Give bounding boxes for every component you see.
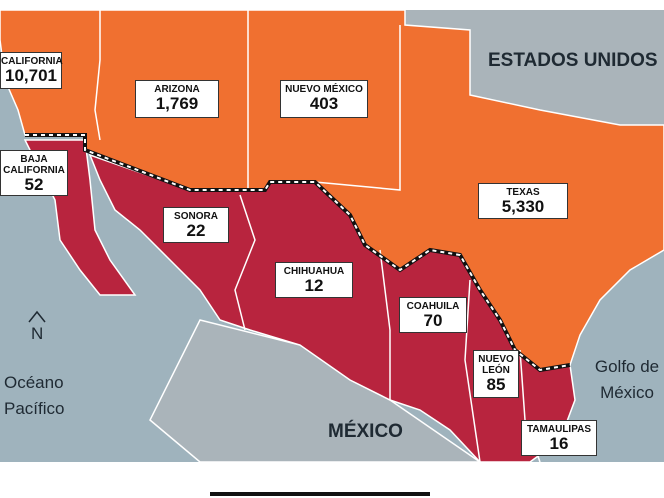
region-name: BAJA CALIFORNIA bbox=[3, 154, 65, 176]
ocean-label: Océano Pacífico bbox=[4, 373, 65, 418]
north-arrow bbox=[28, 310, 46, 323]
region-name: COAHUILA bbox=[406, 301, 460, 312]
region-label: NUEVO MÉXICO 403 bbox=[280, 80, 368, 118]
gulf-label: Golfo de México bbox=[594, 357, 660, 402]
gray-land-north bbox=[405, 10, 664, 125]
region-name: TAMAULIPAS bbox=[526, 424, 592, 435]
region-value: 10,701 bbox=[5, 66, 57, 85]
region-label: NUEVO LEÓN 85 bbox=[473, 350, 519, 398]
region-label: COAHUILA 70 bbox=[399, 297, 467, 333]
region-name: CALIFORNIA bbox=[1, 56, 63, 67]
region-label: CALIFORNIA 10,701 bbox=[0, 52, 63, 89]
region-label: TAMAULIPAS 16 bbox=[521, 420, 597, 456]
region-name: CHIHUAHUA bbox=[283, 266, 345, 277]
home-indicator bbox=[210, 492, 430, 496]
region-label: BAJA CALIFORNIA 52 bbox=[0, 150, 68, 196]
region-label: CHIHUAHUA 12 bbox=[275, 262, 353, 298]
border-dash bbox=[25, 134, 571, 372]
region-name: TEXAS bbox=[506, 187, 540, 198]
region-name: SONORA bbox=[174, 211, 218, 222]
country-label: MÉXICO bbox=[328, 421, 403, 442]
region-value: 403 bbox=[309, 94, 339, 113]
region-value: 70 bbox=[423, 311, 443, 330]
region-name: NUEVO LEÓN bbox=[478, 354, 514, 376]
region-value: 52 bbox=[24, 175, 44, 194]
region-value: 5,330 bbox=[501, 197, 545, 216]
region-name: NUEVO MÉXICO bbox=[285, 84, 363, 95]
region-label: SONORA 22 bbox=[163, 207, 229, 243]
north-label: N bbox=[31, 324, 44, 343]
us-borders bbox=[94, 10, 401, 191]
region-value: 85 bbox=[486, 375, 506, 394]
region-label: ARIZONA 1,769 bbox=[135, 80, 219, 118]
country-label: ESTADOS UNIDOS bbox=[488, 50, 658, 71]
region-name: ARIZONA bbox=[154, 84, 200, 95]
region-value: 12 bbox=[304, 276, 324, 295]
region-label: TEXAS 5,330 bbox=[478, 183, 568, 219]
region-value: 22 bbox=[186, 221, 206, 240]
region-value: 1,769 bbox=[155, 94, 199, 113]
region-value: 16 bbox=[549, 434, 569, 453]
